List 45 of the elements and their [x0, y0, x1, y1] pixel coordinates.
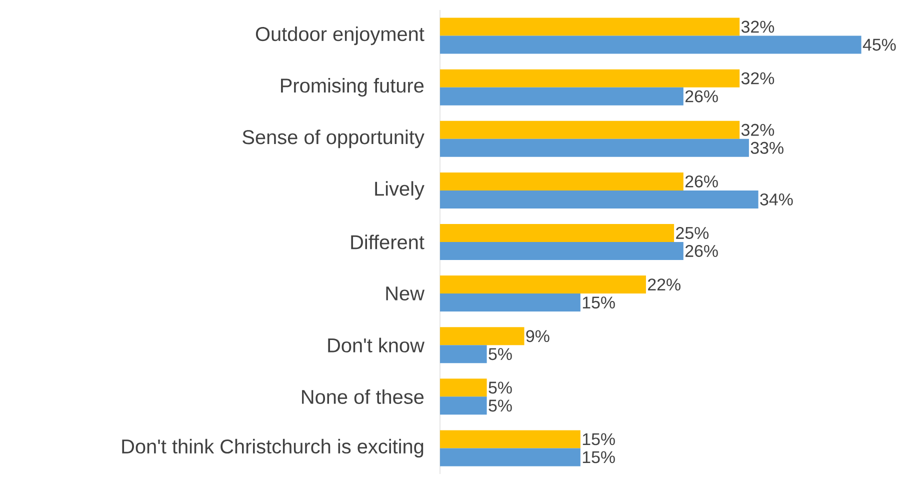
bar	[440, 378, 487, 397]
y-tick-label: Don't know	[328, 338, 424, 352]
data-label: 5%	[488, 348, 512, 360]
data-label: 15%	[582, 433, 615, 446]
y-tick-label: None of these	[302, 389, 424, 404]
data-label: 22%	[648, 278, 680, 291]
data-label: 26%	[685, 175, 718, 188]
bar	[440, 120, 740, 139]
bar	[440, 190, 758, 208]
y-tick-label: Sense of opportunity	[242, 130, 424, 148]
y-tick-label: New	[386, 286, 425, 300]
data-label: 25%	[676, 227, 709, 239]
bar	[440, 69, 740, 88]
bar	[440, 138, 749, 157]
y-tick-label: Lively	[375, 181, 424, 200]
data-label: 32%	[741, 20, 774, 33]
bar	[440, 276, 646, 294]
data-label: 5%	[488, 400, 512, 412]
bar	[440, 87, 684, 106]
bar	[440, 224, 674, 242]
y-tick-label: Promising future	[281, 78, 424, 97]
y-tick-label: Don't think Christchurch is exciting	[122, 438, 424, 458]
data-label: 32%	[741, 124, 774, 136]
data-label: 33%	[750, 142, 784, 154]
data-label: 15%	[582, 451, 615, 464]
data-label: 45%	[862, 38, 896, 51]
data-label: 26%	[685, 245, 718, 257]
data-label: 5%	[488, 382, 512, 394]
bar	[440, 18, 740, 36]
bar	[440, 36, 862, 54]
bar	[440, 345, 487, 364]
data-label: 34%	[760, 193, 793, 206]
bar	[440, 327, 524, 346]
bar	[440, 242, 684, 260]
y-tick-label: Outdoor enjoyment	[256, 26, 424, 46]
y-tick-label: Different	[351, 234, 424, 250]
bar	[440, 448, 580, 466]
bar	[440, 430, 580, 448]
data-label: 26%	[685, 90, 718, 102]
data-label: 15%	[582, 296, 615, 309]
bar	[440, 172, 684, 190]
data-label: 9%	[526, 330, 550, 342]
bar	[440, 396, 487, 415]
bar	[440, 294, 580, 312]
data-label: 32%	[741, 72, 774, 84]
